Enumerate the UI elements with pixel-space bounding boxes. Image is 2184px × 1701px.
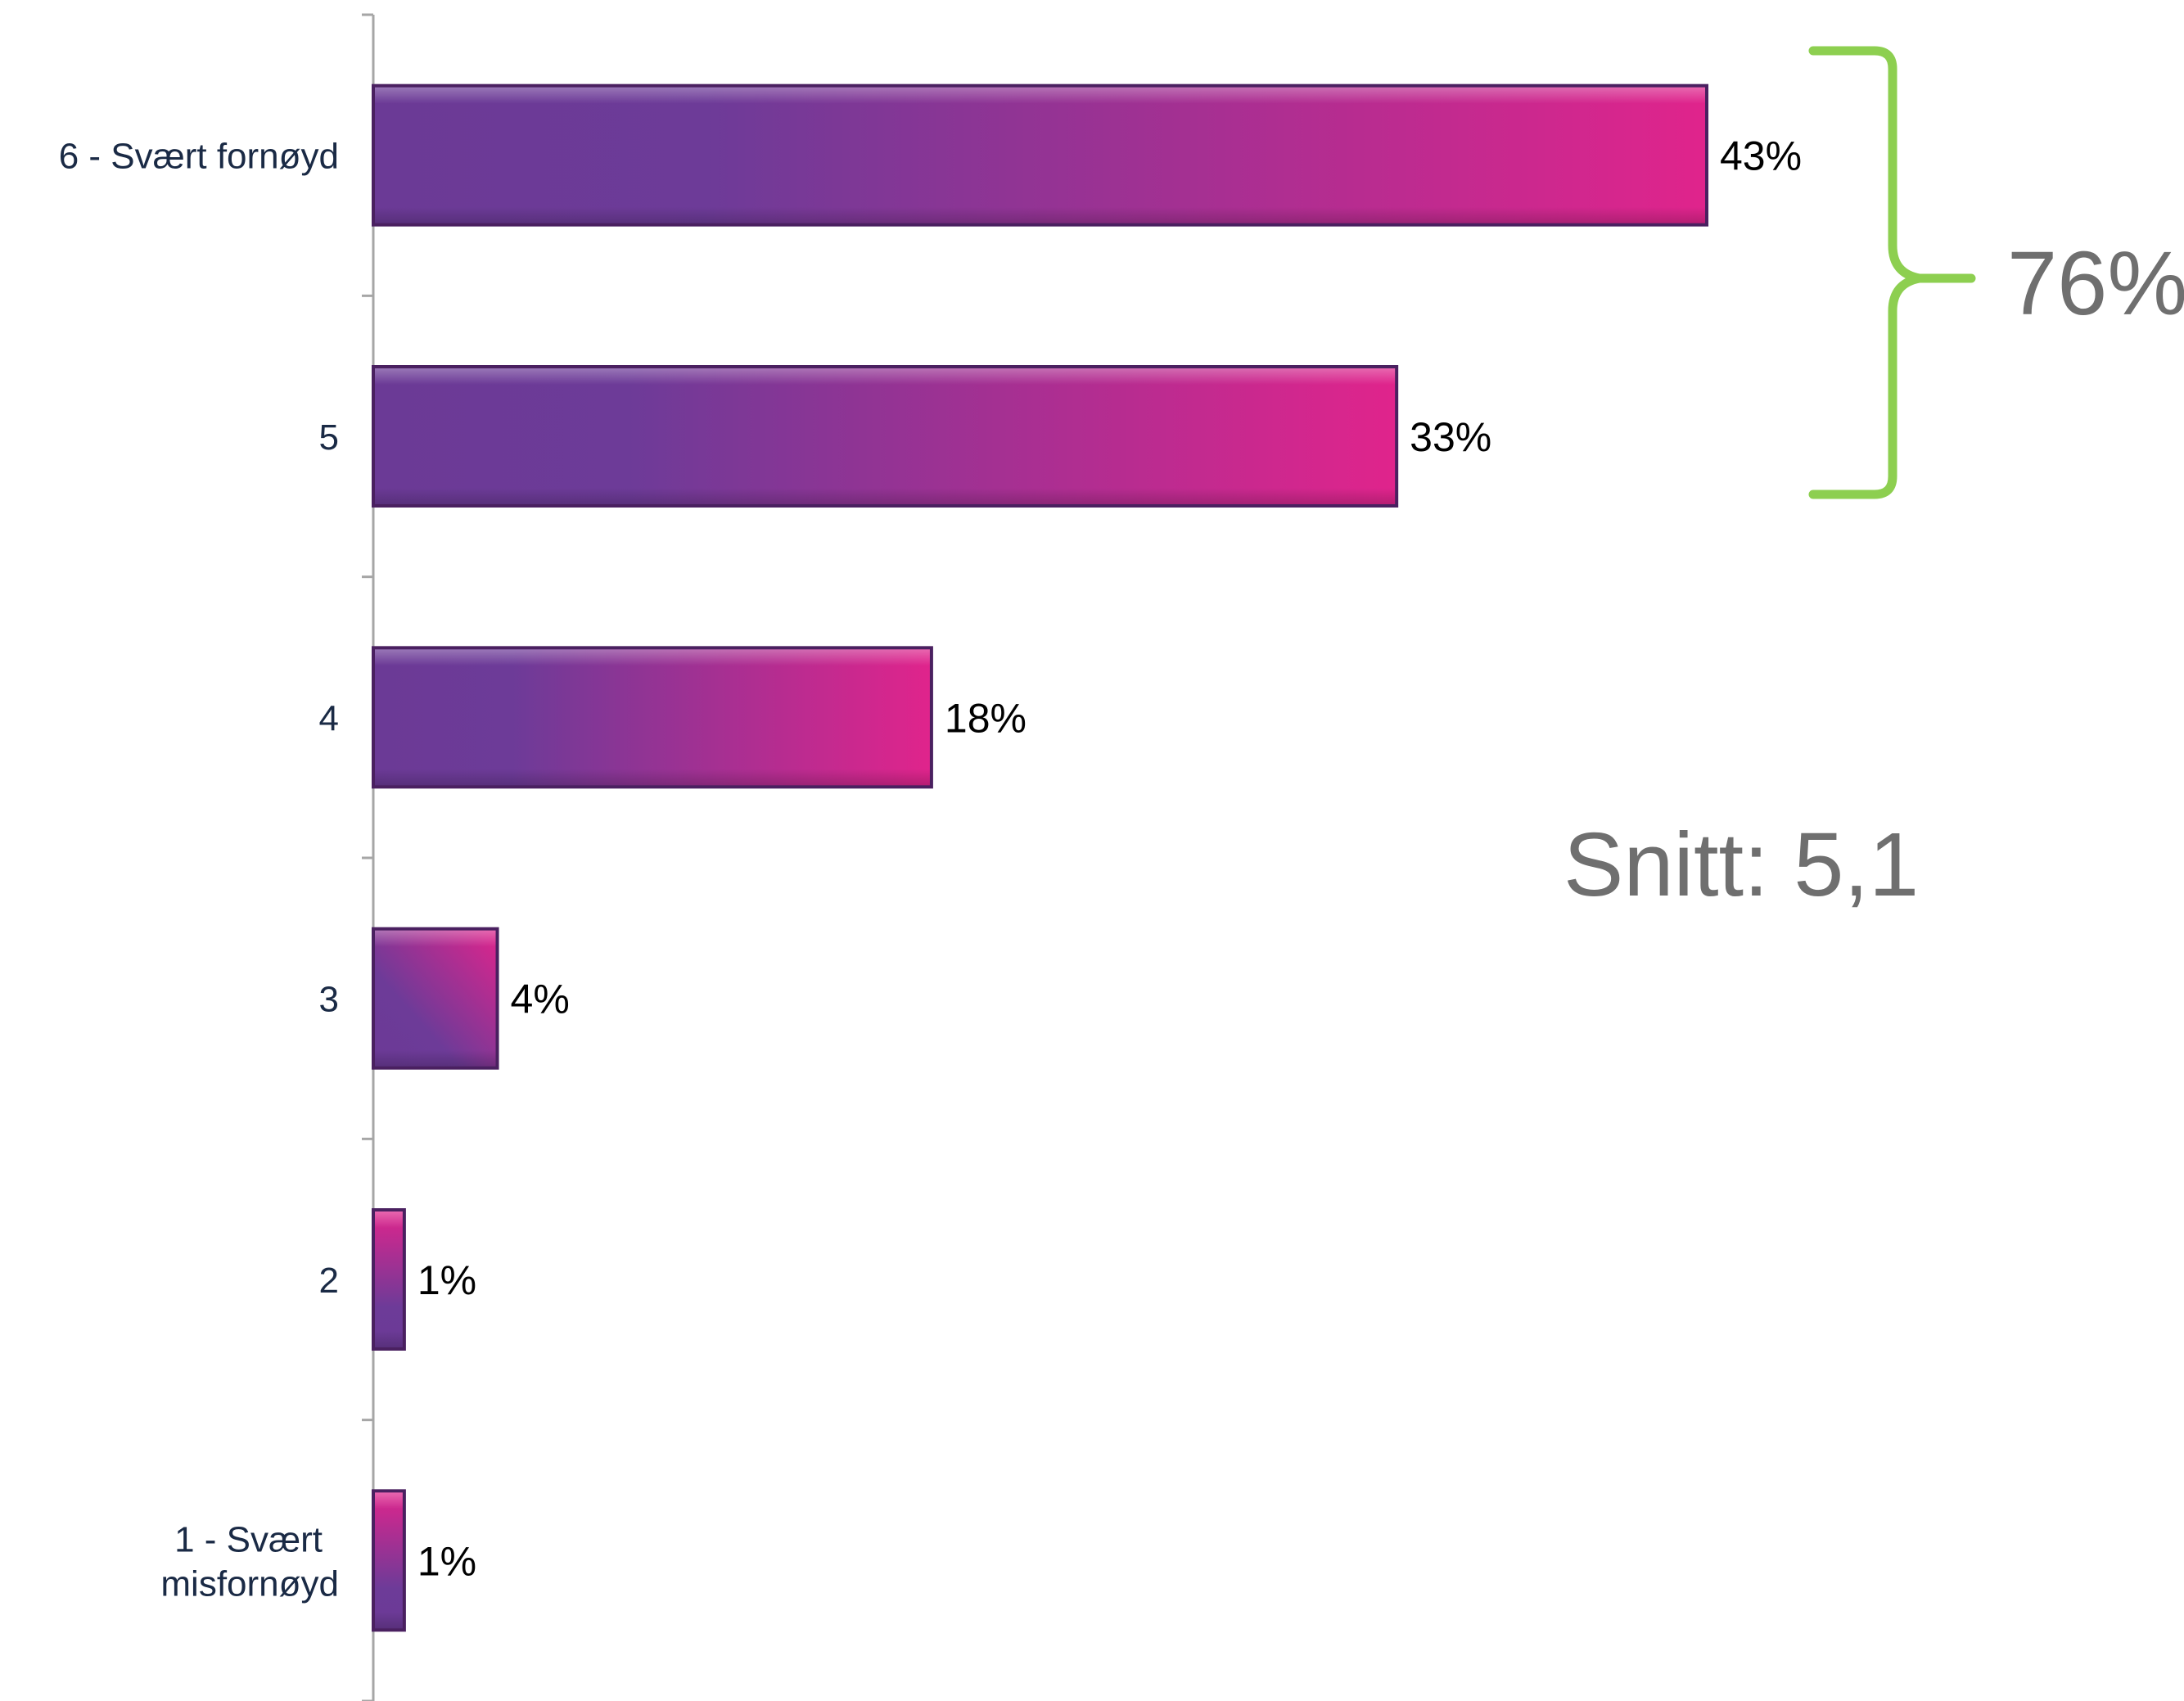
value-label: 18% [945,695,1027,741]
bar-shine [375,1492,403,1629]
category-label: 1 - Svært misfornøyd [160,1519,339,1604]
value-label: 33% [1410,414,1491,460]
category-label: 4 [319,698,339,738]
y-axis [362,13,375,1701]
category-label: 5 [319,417,339,458]
category-label: 6 - Svært fornøyd [59,137,339,177]
value-label: 1% [417,1257,476,1303]
category-label-line: 4 [319,698,339,738]
bars [372,83,1708,1632]
category-label-line: 6 - Svært fornøyd [59,137,339,177]
bar-shine [375,649,930,786]
bar-shine [375,368,1396,504]
category-labels: 6 - Svært fornøyd 5 4 3 2 1 - Svært misfornøyd [59,137,339,1604]
category-label: 2 [319,1261,339,1301]
category-label-line: 1 - Svært [174,1519,323,1559]
value-label: 1% [417,1538,476,1584]
bar-shine [375,1211,403,1347]
value-label: 4% [511,977,570,1022]
top-two-total-label: 76% [2007,233,2184,334]
category-label-line: 5 [319,417,339,458]
value-labels: 43% 33% 18% 4% 1% 1% [417,133,1802,1585]
bar-shine [375,930,496,1067]
category-label: 3 [319,980,339,1020]
value-label: 43% [1720,133,1802,179]
category-label-line: misfornøyd [160,1563,339,1604]
top-two-bracket [1808,46,1976,499]
category-label-line: 2 [319,1261,339,1301]
bar-shine [375,87,1705,223]
category-label-line: 3 [319,980,339,1020]
average-label: Snitt: 5,1 [1564,814,1919,915]
